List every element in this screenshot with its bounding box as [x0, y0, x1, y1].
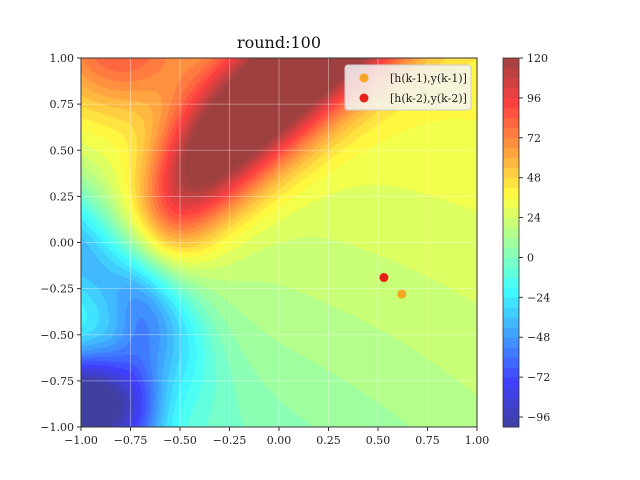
colorbar-tick-label: −48 — [527, 331, 550, 344]
colorbar-band — [503, 287, 519, 298]
colorbar-bands — [503, 58, 519, 428]
chart-title: round:100 — [237, 33, 321, 52]
legend-marker-prev1 — [359, 73, 369, 83]
colorbar-tick-label: 96 — [527, 92, 541, 105]
colorbar-band — [503, 387, 519, 398]
colorbar-band — [503, 317, 519, 328]
legend: [h(k-1),y(k-1)] [h(k-2),y(k-2)] — [344, 64, 472, 111]
data-point-prev1 — [397, 289, 407, 299]
colorbar-band — [503, 107, 519, 119]
colorbar-tick-label: 0 — [527, 251, 534, 264]
legend-label-prev1: [h(k-1),y(k-1)] — [390, 72, 467, 85]
colorbar-band — [503, 58, 519, 69]
colorbar-band — [503, 297, 519, 308]
legend-label-prev2: [h(k-2),y(k-2)] — [390, 92, 467, 105]
colorbar-tick-label: 120 — [527, 52, 548, 65]
colorbar-band — [503, 247, 519, 258]
x-tick-label: 0.25 — [316, 434, 341, 447]
colorbar-band — [503, 397, 519, 408]
x-tick-label: 1.00 — [465, 434, 490, 447]
y-axis: −1.00 −0.75 −0.50 −0.25 0.00 0.25 0.50 0.75 1.00 — [40, 52, 81, 434]
colorbar-band — [503, 137, 519, 149]
data-point-prev2 — [379, 273, 389, 283]
colorbar-band — [503, 67, 519, 79]
colorbar-band — [503, 357, 519, 368]
colorbar-band — [503, 377, 519, 388]
y-tick-label: 0.25 — [50, 190, 75, 203]
colorbar: 120 96 72 48 24 0 −24 −48 −72 −96 — [502, 52, 550, 428]
colorbar-band — [503, 307, 519, 318]
colorbar-band — [503, 197, 519, 209]
colorbar-tick-label: −72 — [527, 371, 550, 384]
colorbar-band — [503, 97, 519, 109]
y-tick-label: −0.50 — [40, 329, 74, 342]
colorbar-tick-label: −24 — [527, 291, 550, 304]
colorbar-band — [503, 167, 519, 179]
x-tick-label: −0.75 — [114, 434, 148, 447]
colorbar-band — [503, 237, 519, 248]
plot-area — [80, 57, 478, 428]
y-tick-label: 1.00 — [50, 52, 75, 65]
colorbar-band — [503, 257, 519, 268]
colorbar-band — [503, 267, 519, 278]
colorbar-band — [503, 337, 519, 348]
colorbar-band — [503, 117, 519, 129]
x-tick-label: 0.50 — [366, 434, 391, 447]
y-tick-label: −1.00 — [40, 421, 74, 434]
y-tick-label: −0.75 — [40, 375, 74, 388]
colorbar-tick-label: 24 — [527, 212, 541, 225]
colorbar-band — [503, 77, 519, 89]
x-tick-label: −0.25 — [213, 434, 247, 447]
x-tick-label: 0.00 — [267, 434, 292, 447]
grid-lines — [81, 58, 477, 427]
legend-box — [344, 64, 472, 111]
y-tick-label: 0.75 — [50, 98, 75, 111]
colorbar-band — [503, 177, 519, 189]
colorbar-band — [503, 147, 519, 159]
colorbar-tick-label: −96 — [527, 411, 550, 424]
contour-heatmap — [81, 58, 477, 427]
data-points — [379, 273, 407, 299]
colorbar-band — [503, 127, 519, 139]
colorbar-band — [503, 367, 519, 378]
colorbar-band — [503, 207, 519, 219]
colorbar-band — [503, 327, 519, 338]
legend-marker-prev2 — [359, 93, 369, 103]
colorbar-band — [503, 277, 519, 288]
y-tick-label: 0.50 — [50, 144, 75, 157]
colorbar-band — [503, 187, 519, 199]
colorbar-band — [503, 87, 519, 99]
x-tick-label: −0.50 — [163, 434, 197, 447]
colorbar-frame — [502, 57, 520, 428]
x-axis: −1.00 −0.75 −0.50 −0.25 0.00 0.25 0.50 0.75 1.00 — [64, 427, 489, 447]
x-tick-label: −1.00 — [64, 434, 98, 447]
y-tick-label: −0.25 — [40, 283, 74, 296]
colorbar-band — [503, 417, 519, 428]
colorbar-band — [503, 407, 519, 418]
colorbar-band — [503, 347, 519, 358]
colorbar-tick-label: 72 — [527, 132, 541, 145]
x-tick-label: 0.75 — [415, 434, 440, 447]
colorbar-band — [503, 157, 519, 169]
y-tick-label: 0.00 — [50, 237, 75, 250]
colorbar-band — [503, 217, 519, 229]
colorbar-tick-label: 48 — [527, 172, 541, 185]
colorbar-ticks: 120 96 72 48 24 0 −24 −48 −72 −96 — [519, 52, 550, 424]
colorbar-band — [503, 227, 519, 239]
